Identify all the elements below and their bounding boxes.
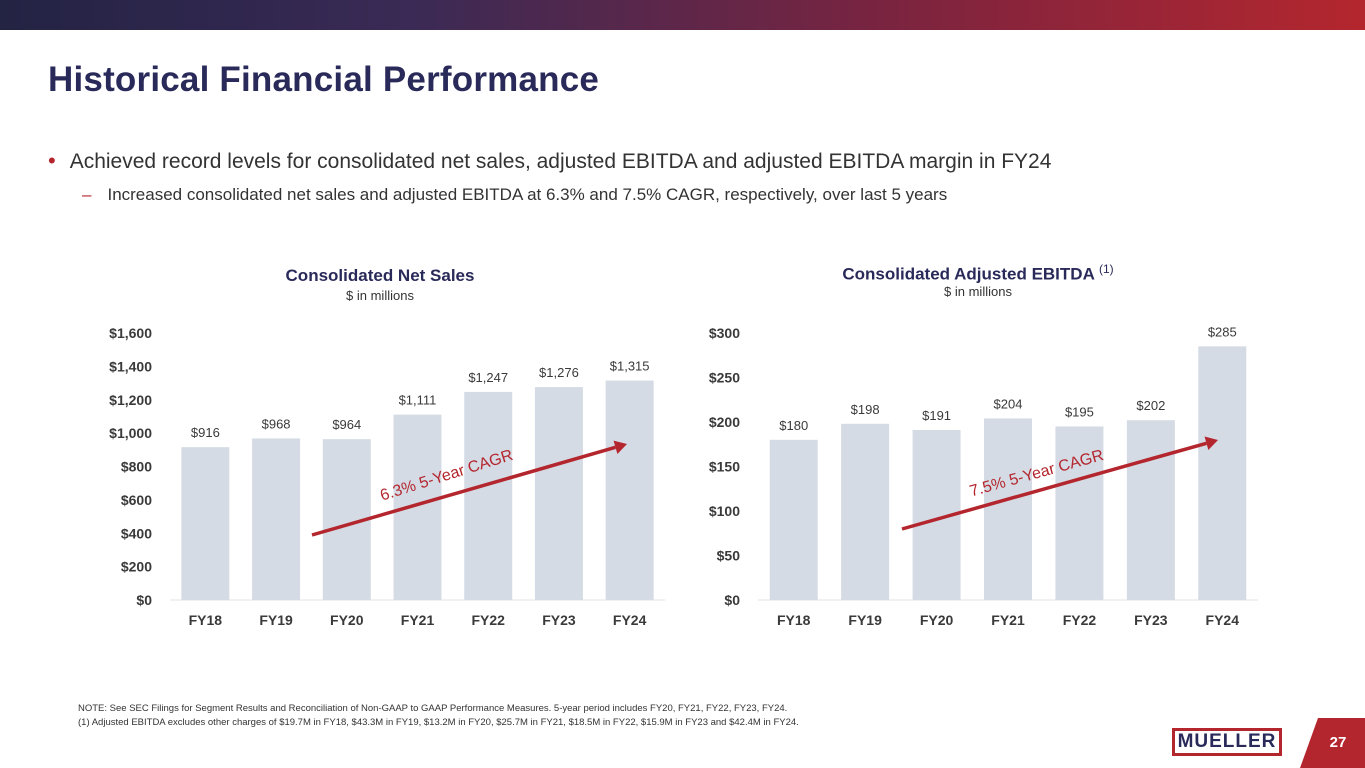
net-sales-category-label: FY23 bbox=[542, 612, 576, 628]
net-sales-bar-fy23 bbox=[534, 387, 583, 600]
net-sales-category-label: FY19 bbox=[259, 612, 293, 628]
net-sales-bar-fy22 bbox=[464, 391, 513, 600]
ebitda-title-footnote-ref: (1) bbox=[1098, 262, 1114, 276]
footnote-text: (1) Adjusted EBITDA excludes other charg… bbox=[78, 717, 799, 728]
ebitda-chart-subtitle: $ in millions bbox=[944, 284, 1012, 299]
net-sales-ytick-label: $400 bbox=[121, 525, 152, 541]
net-sales-category-label: FY22 bbox=[471, 612, 505, 628]
net-sales-ytick-label: $1,400 bbox=[109, 358, 152, 374]
net-sales-category-label: FY18 bbox=[189, 612, 223, 628]
net-sales-cagr-arrow-line bbox=[311, 445, 616, 537]
page-number: 27 bbox=[1329, 734, 1347, 751]
net-sales-data-label: $1,111 bbox=[399, 393, 437, 408]
ebitda-title-text: Consolidated Adjusted EBITDA bbox=[842, 264, 1095, 284]
net-sales-ytick-label: $1,200 bbox=[109, 392, 152, 408]
net-sales-data-label: $964 bbox=[332, 417, 361, 432]
net-sales-data-label: $916 bbox=[191, 425, 220, 440]
net-sales-ytick-label: $200 bbox=[121, 559, 152, 575]
net-sales-data-label: $1,247 bbox=[468, 370, 508, 385]
footnotes: NOTE: See SEC Filings for Segment Result… bbox=[78, 702, 799, 730]
bullet-sub: – Increased consolidated net sales and ad… bbox=[82, 185, 947, 205]
net-sales-ytick-label: $0 bbox=[136, 592, 152, 608]
net-sales-cagr-arrowhead-icon bbox=[613, 440, 627, 455]
net-sales-data-label: $1,276 bbox=[539, 365, 579, 380]
net-sales-title-text: Consolidated Net Sales bbox=[285, 266, 475, 285]
net-sales-data-label: $1,315 bbox=[610, 359, 650, 374]
bullet-main: • Achieved record levels for consolidated… bbox=[48, 148, 1051, 174]
mueller-logo: MUELLER bbox=[1172, 728, 1282, 756]
bullet-dash-icon: – bbox=[82, 185, 92, 204]
net-sales-data-label: $968 bbox=[262, 416, 291, 431]
net-sales-bar-fy21 bbox=[393, 414, 442, 600]
net-sales-ytick-label: $600 bbox=[121, 492, 152, 508]
bullet-dot-icon: • bbox=[48, 148, 56, 173]
net-sales-chart-subtitle: $ in millions bbox=[346, 288, 414, 303]
note-text: NOTE: See SEC Filings for Segment Result… bbox=[78, 703, 788, 714]
net-sales-ytick-label: $1,600 bbox=[109, 325, 152, 341]
ebitda-chart-title: Consolidated Adjusted EBITDA (1) bbox=[768, 262, 1188, 285]
net-sales-category-label: FY20 bbox=[330, 612, 364, 628]
net-sales-category-label: FY21 bbox=[401, 612, 435, 628]
bullet-main-text: Achieved record levels for consolidated … bbox=[69, 150, 1052, 173]
net-sales-bar-fy24 bbox=[605, 380, 654, 600]
net-sales-category-label: FY24 bbox=[613, 612, 647, 628]
bullet-sub-text: Increased consolidated net sales and adj… bbox=[107, 185, 948, 204]
page-title: Historical Financial Performance bbox=[48, 60, 600, 99]
net-sales-ytick-label: $1,000 bbox=[109, 425, 152, 441]
net-sales-bar-fy19 bbox=[252, 438, 301, 600]
net-sales-chart-title: Consolidated Net Sales bbox=[180, 266, 580, 286]
net-sales-ytick-label: $800 bbox=[121, 459, 152, 475]
net-sales-bar-fy18 bbox=[181, 447, 230, 600]
header-gradient-bar bbox=[0, 0, 1365, 30]
